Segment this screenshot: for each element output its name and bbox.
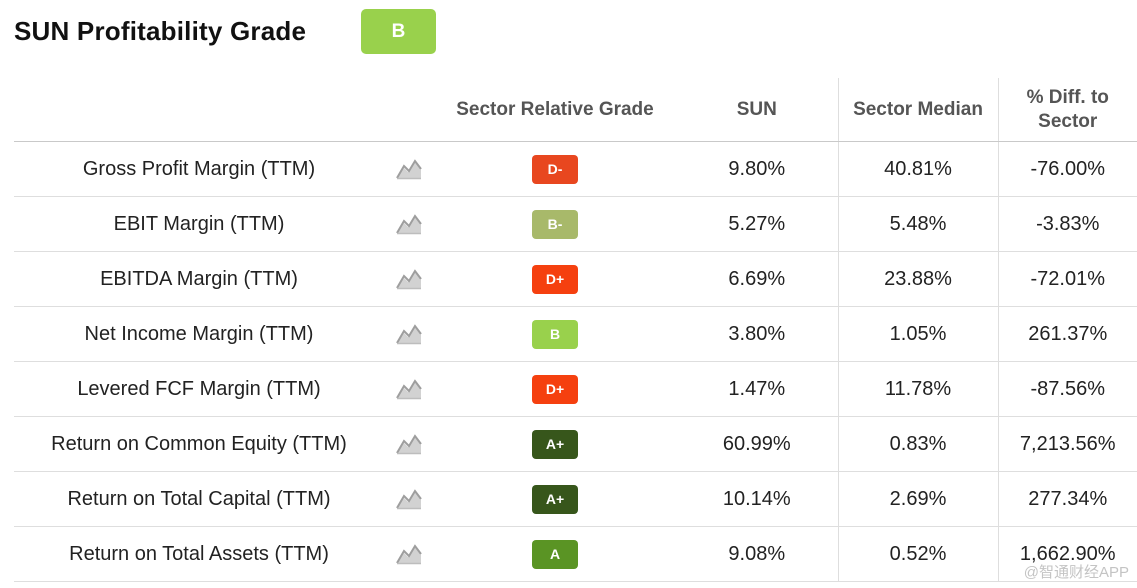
header-row: Sector Relative Grade SUN Sector Median … xyxy=(14,78,1137,142)
grade-badge: A+ xyxy=(532,429,578,459)
chart-icon[interactable] xyxy=(396,323,422,345)
metric-name: Return on Total Capital (TTM) xyxy=(14,471,384,527)
grade-badge: B- xyxy=(532,209,578,239)
metric-label: Levered FCF Margin (TTM) xyxy=(77,377,321,400)
chart-icon[interactable] xyxy=(396,543,422,565)
chart-cell xyxy=(384,471,434,527)
sun-value: 6.69% xyxy=(676,251,838,307)
column-header-chart xyxy=(384,78,434,142)
grade-badge: D- xyxy=(532,154,578,184)
metric-name: Return on Common Equity (TTM) xyxy=(14,416,384,472)
grade-cell: A+ xyxy=(434,416,676,472)
sector-median-value: 11.78% xyxy=(837,361,998,417)
grade-cell: B- xyxy=(434,196,676,252)
table-row: EBIT Margin (TTM) B- 5.27% 5.48% -3.83% xyxy=(14,196,1137,252)
diff-to-sector-value: 261.37% xyxy=(997,306,1137,362)
grade-cell: A+ xyxy=(434,471,676,527)
grade-cell: D+ xyxy=(434,251,676,307)
table-row: Return on Common Equity (TTM) A+ 60.99% 0.8… xyxy=(14,416,1137,472)
table-row: Levered FCF Margin (TTM) D+ 1.47% 11.78% -87… xyxy=(14,361,1137,417)
chart-cell xyxy=(384,416,434,472)
column-header-metric xyxy=(14,78,384,142)
diff-to-sector-value: 1,662.90% xyxy=(997,526,1137,582)
column-header-diff-to-sector[interactable]: % Diff. to Sector xyxy=(997,78,1137,142)
metric-label: EBITDA Margin (TTM) xyxy=(100,267,298,290)
chart-cell xyxy=(384,141,434,197)
column-header-sun[interactable]: SUN xyxy=(676,78,838,142)
chart-icon[interactable] xyxy=(396,433,422,455)
profitability-table: Sector Relative Grade SUN Sector Median … xyxy=(14,78,1137,582)
chart-icon[interactable] xyxy=(396,488,422,510)
grade-cell: D+ xyxy=(434,361,676,417)
grade-badge: D+ xyxy=(532,374,578,404)
chart-cell xyxy=(384,361,434,417)
chart-icon[interactable] xyxy=(396,158,422,180)
grade-cell: B xyxy=(434,306,676,362)
chart-icon[interactable] xyxy=(396,378,422,400)
column-header-sector-relative-grade[interactable]: Sector Relative Grade xyxy=(434,78,676,142)
diff-to-sector-value: -72.01% xyxy=(997,251,1137,307)
grade-badge: D+ xyxy=(532,264,578,294)
sector-median-value: 40.81% xyxy=(837,141,998,197)
table-row: Net Income Margin (TTM) B 3.80% 1.05% 261.37… xyxy=(14,306,1137,362)
grade-badge: A xyxy=(532,539,578,569)
sun-value: 9.08% xyxy=(676,526,838,582)
grade-cell: D- xyxy=(434,141,676,197)
metric-name: Net Income Margin (TTM) xyxy=(14,306,384,362)
sun-value: 3.80% xyxy=(676,306,838,362)
metric-name: Gross Profit Margin (TTM) xyxy=(14,141,384,197)
diff-to-sector-value: -3.83% xyxy=(997,196,1137,252)
diff-to-sector-value: -87.56% xyxy=(997,361,1137,417)
overall-grade-badge: B xyxy=(361,9,436,54)
grade-badge: B xyxy=(532,319,578,349)
table-row: EBITDA Margin (TTM) D+ 6.69% 23.88% -72.01% xyxy=(14,251,1137,307)
diff-to-sector-value: -76.00% xyxy=(997,141,1137,197)
sun-value: 10.14% xyxy=(676,471,838,527)
sun-value: 9.80% xyxy=(676,141,838,197)
chart-cell xyxy=(384,526,434,582)
sector-median-value: 5.48% xyxy=(837,196,998,252)
sun-value: 1.47% xyxy=(676,361,838,417)
sector-median-value: 23.88% xyxy=(837,251,998,307)
sun-value: 60.99% xyxy=(676,416,838,472)
chart-cell xyxy=(384,251,434,307)
table-row: Return on Total Capital (TTM) A+ 10.14% 2.6… xyxy=(14,471,1137,527)
metric-name: EBITDA Margin (TTM) xyxy=(14,251,384,307)
chart-icon[interactable] xyxy=(396,213,422,235)
metric-name: EBIT Margin (TTM) xyxy=(14,196,384,252)
grade-badge: A+ xyxy=(532,484,578,514)
metric-label: Gross Profit Margin (TTM) xyxy=(82,157,316,180)
grade-cell: A xyxy=(434,526,676,582)
metric-label: Net Income Margin (TTM) xyxy=(84,322,314,345)
page-title: SUN Profitability Grade xyxy=(14,16,307,46)
sector-median-value: 2.69% xyxy=(837,471,998,527)
chart-icon[interactable] xyxy=(396,268,422,290)
diff-to-sector-value: 277.34% xyxy=(997,471,1137,527)
table-row: Gross Profit Margin (TTM) D- 9.80% 40.81% -7… xyxy=(14,141,1137,197)
metric-label: EBIT Margin (TTM) xyxy=(113,212,285,235)
metric-label: Return on Common Equity (TTM) xyxy=(51,432,347,455)
metric-label: Return on Total Capital (TTM) xyxy=(67,487,331,510)
table-row: Return on Total Assets (TTM) A 9.08% 0.52% 1… xyxy=(14,526,1137,582)
chart-cell xyxy=(384,306,434,362)
sun-value: 5.27% xyxy=(676,196,838,252)
sector-median-value: 0.83% xyxy=(837,416,998,472)
metric-label: Return on Total Assets (TTM) xyxy=(69,542,329,565)
metric-name: Levered FCF Margin (TTM) xyxy=(14,361,384,417)
metric-name: Return on Total Assets (TTM) xyxy=(14,526,384,582)
diff-to-sector-value: 7,213.56% xyxy=(997,416,1137,472)
sector-median-value: 0.52% xyxy=(837,526,998,582)
sector-median-value: 1.05% xyxy=(837,306,998,362)
column-header-sector-median[interactable]: Sector Median xyxy=(837,78,998,142)
chart-cell xyxy=(384,196,434,252)
watermark: @智通财经APP xyxy=(1023,564,1129,581)
page-header: SUN Profitability Grade xyxy=(14,9,306,54)
